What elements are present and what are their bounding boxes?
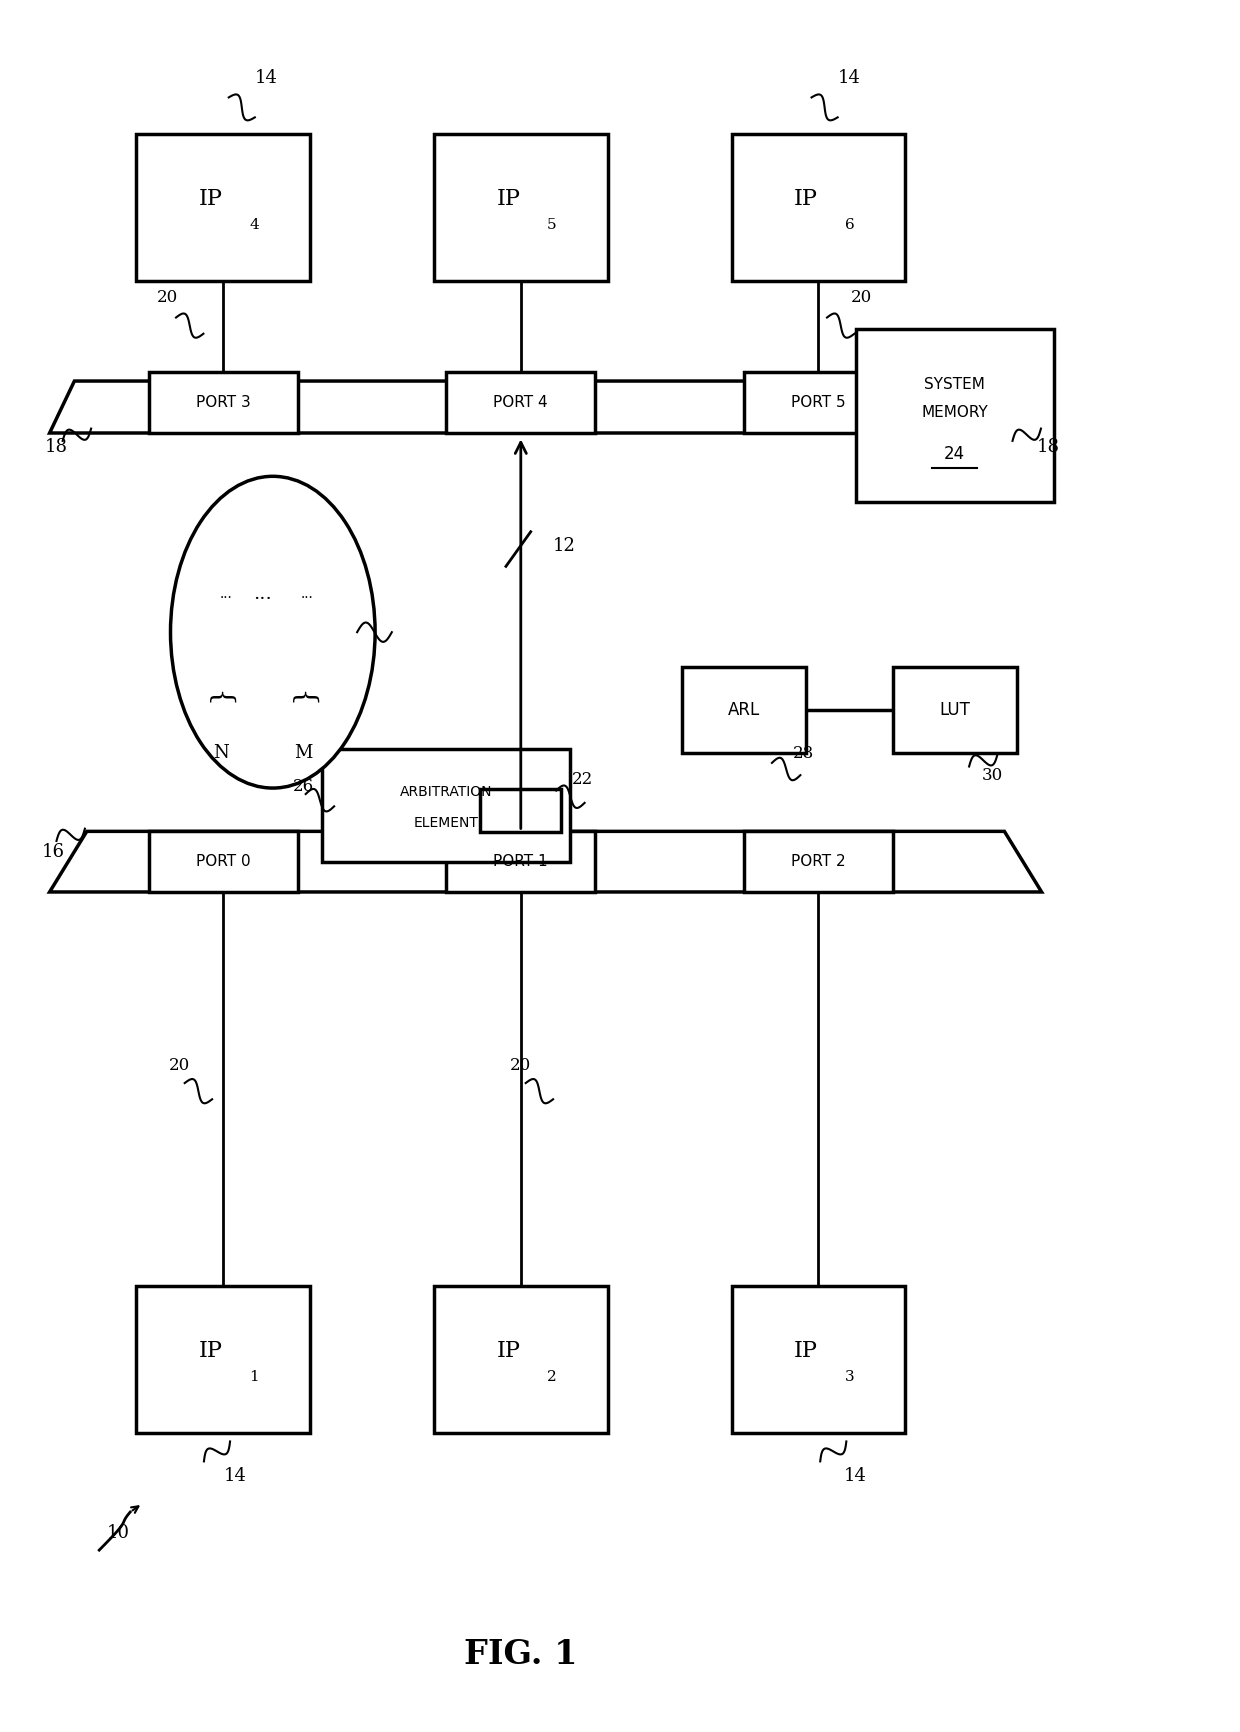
Text: 30: 30 [981, 767, 1003, 785]
Text: IP: IP [496, 189, 521, 210]
Text: IP: IP [794, 1341, 818, 1361]
FancyBboxPatch shape [136, 1285, 310, 1434]
Text: 22: 22 [572, 771, 594, 788]
Text: 20: 20 [169, 1057, 191, 1074]
Text: 14: 14 [255, 69, 278, 87]
FancyBboxPatch shape [446, 372, 595, 433]
Ellipse shape [171, 476, 374, 788]
Polygon shape [50, 381, 1042, 433]
Polygon shape [50, 831, 1042, 892]
Text: 6: 6 [844, 218, 854, 232]
Text: 18: 18 [45, 438, 67, 456]
FancyBboxPatch shape [480, 788, 560, 831]
FancyBboxPatch shape [149, 831, 298, 892]
Text: FIG. 1: FIG. 1 [464, 1637, 578, 1671]
Text: 24: 24 [944, 445, 966, 462]
Text: N: N [213, 745, 228, 762]
FancyBboxPatch shape [434, 135, 608, 282]
Text: 14: 14 [224, 1467, 247, 1484]
FancyBboxPatch shape [136, 135, 310, 282]
Text: 20: 20 [156, 289, 179, 307]
Text: SYSTEM: SYSTEM [924, 378, 986, 391]
Text: ...: ... [219, 587, 232, 601]
Text: 14: 14 [844, 1467, 867, 1484]
Text: IP: IP [496, 1341, 521, 1361]
Text: 3: 3 [844, 1370, 854, 1384]
Text: 28: 28 [792, 745, 815, 762]
Text: 12: 12 [553, 537, 575, 554]
FancyBboxPatch shape [446, 831, 595, 892]
Text: 26: 26 [293, 778, 315, 795]
Text: IP: IP [198, 189, 223, 210]
Text: IP: IP [198, 1341, 223, 1361]
FancyBboxPatch shape [744, 372, 893, 433]
Text: }: } [207, 684, 234, 701]
Text: 20: 20 [851, 289, 873, 307]
Text: PORT 5: PORT 5 [791, 395, 846, 410]
FancyBboxPatch shape [856, 329, 1054, 502]
Text: LUT: LUT [940, 701, 970, 719]
Text: 10: 10 [107, 1524, 129, 1541]
FancyBboxPatch shape [893, 667, 1017, 753]
FancyBboxPatch shape [682, 667, 806, 753]
Text: ARL: ARL [728, 701, 760, 719]
FancyBboxPatch shape [149, 372, 298, 433]
Text: PORT 4: PORT 4 [494, 395, 548, 410]
Text: 16: 16 [42, 843, 64, 861]
Text: }: } [290, 684, 317, 701]
Text: PORT 1: PORT 1 [494, 854, 548, 869]
FancyBboxPatch shape [732, 1285, 905, 1434]
Text: 20: 20 [510, 1057, 532, 1074]
Text: 1: 1 [249, 1370, 259, 1384]
Text: ELEMENT: ELEMENT [414, 816, 479, 830]
Text: PORT 3: PORT 3 [196, 395, 250, 410]
Text: 4: 4 [249, 218, 259, 232]
Text: PORT 0: PORT 0 [196, 854, 250, 869]
Text: PORT 2: PORT 2 [791, 854, 846, 869]
FancyBboxPatch shape [322, 748, 570, 861]
Text: ...: ... [301, 587, 314, 601]
Text: MEMORY: MEMORY [921, 405, 988, 419]
Text: M: M [295, 745, 312, 762]
Text: 14: 14 [838, 69, 861, 87]
FancyBboxPatch shape [732, 135, 905, 282]
Text: 2: 2 [547, 1370, 557, 1384]
Text: ...: ... [253, 585, 273, 603]
FancyBboxPatch shape [744, 831, 893, 892]
FancyBboxPatch shape [434, 1285, 608, 1434]
Text: 18: 18 [1037, 438, 1059, 456]
Text: IP: IP [794, 189, 818, 210]
Text: ARBITRATION: ARBITRATION [401, 785, 492, 798]
Text: 5: 5 [547, 218, 557, 232]
